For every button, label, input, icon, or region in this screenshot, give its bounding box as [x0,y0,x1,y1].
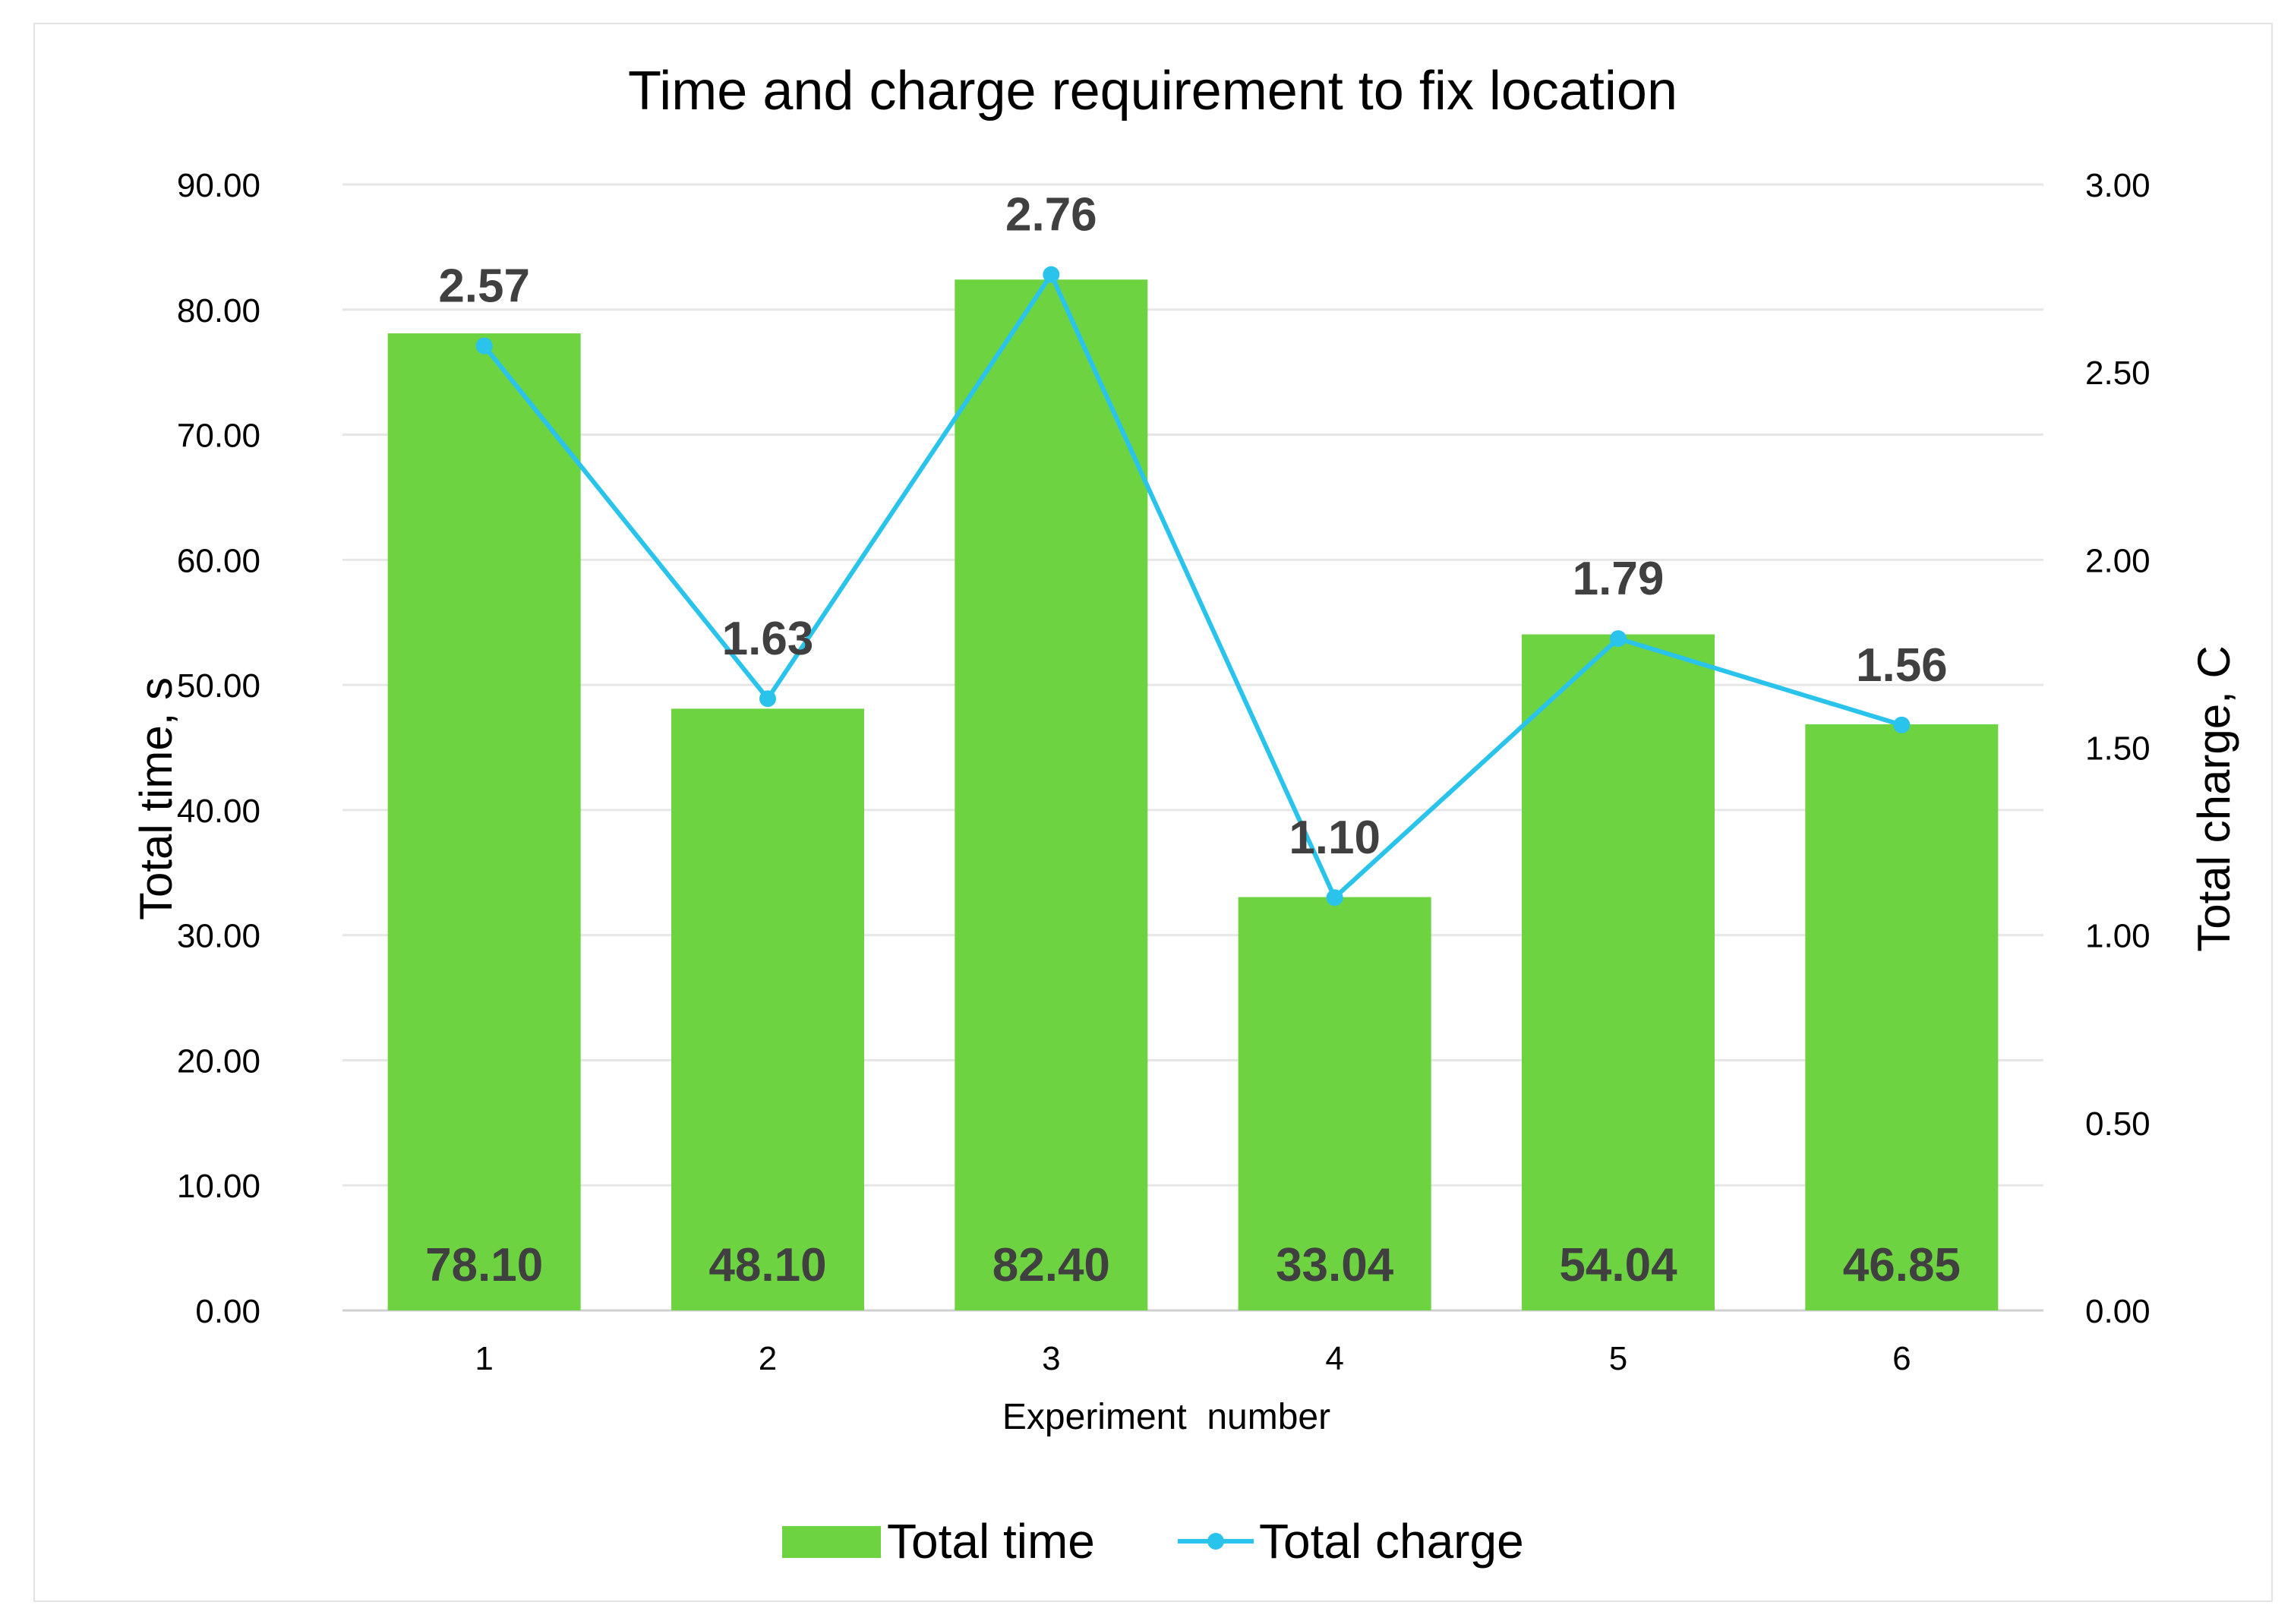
bar-total-time [387,333,581,1310]
point-value-label: 2.57 [438,260,530,313]
y-tick-label: 80.00 [177,292,260,330]
chart-title: Time and charge requirement to fix locat… [628,61,1677,121]
x-tick-label: 1 [475,1340,493,1377]
legend-marker-total-charge [1207,1533,1224,1550]
point-total-charge [759,690,776,708]
bar-total-time [955,279,1148,1311]
combo-chart: Time and charge requirement to fix locat… [131,61,2239,1569]
bars-total-time [387,279,1999,1311]
point-total-charge [475,337,493,355]
y2-tick-label: 3.00 [2085,167,2151,204]
y-tick-label: 60.00 [177,542,260,579]
bar-value-label: 78.10 [425,1239,543,1291]
gridlines [342,183,2043,1312]
point-value-label: 1.79 [1573,553,1665,605]
y2-tick-label: 1.00 [2085,918,2151,955]
x-tick-label: 2 [759,1340,777,1377]
point-total-charge [1893,716,1911,733]
point-value-label: 1.56 [1856,639,1948,692]
y-tick-label: 90.00 [177,167,260,204]
y-tick-label: 0.00 [195,1293,260,1330]
point-total-charge [1610,630,1627,648]
x-axis-title: Experiment number [1002,1397,1330,1437]
y-tick-label: 30.00 [177,918,260,955]
y2-tick-label: 1.50 [2085,730,2151,768]
y-axis-title: Total time, s [131,677,181,920]
bar-value-label: 54.04 [1559,1239,1677,1291]
legend-swatch-total-time [782,1526,881,1558]
bar-value-label: 46.85 [1843,1239,1961,1291]
y-tick-label: 70.00 [177,418,260,455]
y2-tick-label: 0.50 [2085,1105,2151,1143]
x-tick-label: 4 [1325,1340,1343,1377]
bar-total-time [671,708,864,1310]
point-value-label: 2.76 [1005,189,1097,241]
bar-value-label: 82.40 [992,1239,1110,1291]
y2-axis-title: Total charge, C [2188,645,2239,952]
y-tick-label: 10.00 [177,1168,260,1205]
bar-value-label: 48.10 [708,1239,826,1291]
point-total-charge [1326,889,1343,907]
y2-tick-label: 2.00 [2085,542,2151,579]
point-value-label: 1.63 [722,613,814,665]
y-tick-label: 50.00 [177,667,260,705]
data-labels: 78.10 48.10 82.40 33.04 54.04 46.85 2.57 1.63 2.… [425,189,1961,1291]
x-tick-label: 3 [1042,1340,1060,1377]
x-tick-label: 5 [1609,1340,1627,1377]
point-value-label: 1.10 [1289,812,1381,864]
legend: Total time Total charge [782,1514,1524,1569]
bar-total-time [1238,897,1431,1310]
axes: 0.0010.0020.0030.0040.0050.0060.0070.008… [177,167,2151,1377]
chart-frame: Time and charge requirement to fix locat… [33,23,2273,1602]
point-total-charge [1043,266,1060,283]
legend-label-total-charge: Total charge [1259,1514,1524,1569]
y-tick-label: 20.00 [177,1042,260,1080]
bar-total-time [1522,634,1715,1310]
y2-tick-label: 2.50 [2085,355,2151,392]
bar-total-time [1805,724,1999,1310]
line-path-total-charge [482,272,1903,900]
bar-value-label: 33.04 [1276,1239,1394,1291]
x-tick-label: 6 [1892,1340,1911,1377]
line-total-charge [475,266,1911,907]
legend-label-total-time: Total time [887,1514,1095,1569]
y2-tick-label: 0.00 [2085,1293,2151,1330]
y-tick-label: 40.00 [177,793,260,830]
